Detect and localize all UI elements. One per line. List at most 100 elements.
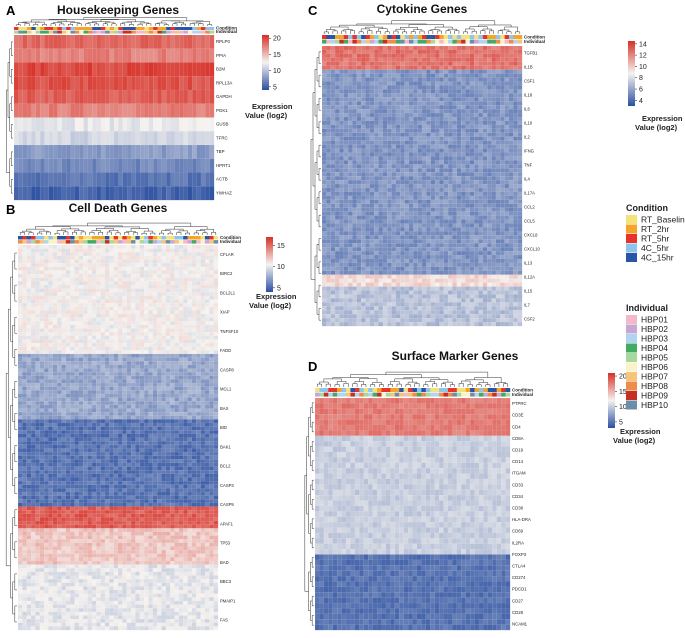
row-label: IL17A (524, 190, 535, 195)
legend-condition-4c-15hr: 4C_15hr (626, 253, 674, 263)
row-label: IL7 (524, 302, 530, 307)
row-label: BAK1 (220, 444, 231, 449)
row-label: CCL2 (524, 204, 535, 209)
row-label: TFRC (216, 135, 228, 140)
row-label: RPLP0 (216, 39, 230, 44)
colorbar-tick-label: 4 (639, 98, 643, 105)
row-label: HPRT1 (216, 163, 231, 168)
row-label: CD38 (512, 506, 524, 511)
legend-individual-hbp08: HBP08 (626, 381, 668, 391)
annotation-label-individual: Individual (216, 29, 237, 34)
colorbar-tick-label: 20 (619, 374, 627, 381)
legend-individual-hbp02: HBP02 (626, 324, 668, 334)
row-label: BAX (220, 406, 229, 411)
row-label: IL2RA (512, 540, 524, 545)
legend-individual-hbp01: HBP01 (626, 315, 668, 325)
row-label: IL6 (524, 106, 530, 111)
colorbar-tick-label: 20 (273, 36, 281, 43)
row-label: APAF1 (220, 521, 234, 526)
row-label: TBP (216, 149, 225, 154)
row-label: CASP9 (220, 502, 234, 507)
panel-label-b: B (6, 202, 15, 217)
panel-title-b: Cell Death Genes (69, 201, 168, 215)
row-label: TGFB1 (524, 50, 538, 55)
row-label: FOXP3 (512, 552, 527, 557)
row-label: ITGAM (512, 471, 526, 476)
row-label: CD274 (512, 575, 526, 580)
colorbar-tick-label: 15 (277, 243, 285, 250)
row-label: BAD (220, 560, 229, 565)
annotation-label-individual: Individual (512, 392, 533, 397)
row-label: IL18 (524, 92, 533, 97)
row-label: CD4 (512, 424, 521, 429)
colorbar-tick-label: 14 (639, 41, 647, 48)
colorbar-tick-label: 6 (639, 87, 643, 94)
colorbar-tick-label: 12 (639, 53, 647, 60)
colorbar-tick-label: 15 (619, 389, 627, 396)
row-label: B2M (216, 67, 225, 72)
row-label: CFLAR (220, 252, 234, 257)
row-label: TP53 (220, 541, 231, 546)
colorbar-tick-label: 10 (273, 68, 281, 75)
row-label: MCL1 (220, 387, 232, 392)
legend-individual-hbp04: HBP04 (626, 343, 668, 353)
row-label: CD34 (512, 494, 524, 499)
row-label: CSF2 (524, 316, 535, 321)
row-label: HLA-DRA (512, 517, 531, 522)
row-label: PTPRC (512, 401, 527, 406)
legend-individual-hbp10: HBP10 (626, 400, 668, 410)
colorbar (628, 41, 635, 106)
row-label: CXCL10 (524, 246, 540, 251)
legend: Condition Individual RT_BaselineRT_2hrRT… (626, 203, 685, 410)
row-label: PPIA (216, 53, 226, 58)
row-label: PDCD1 (512, 587, 527, 592)
colorbar-tick-label: 10 (639, 64, 647, 71)
row-label: TNFSF10 (220, 329, 239, 334)
colorbar-title-c: Expression Value (log2) (635, 114, 683, 132)
row-label: YWHAZ (216, 190, 232, 195)
colorbar-tick-label: 5 (273, 84, 277, 91)
colorbar-tick-label: 5 (277, 285, 281, 292)
legend-individual-hbp07: HBP07 (626, 372, 668, 382)
row-label: CD28 (512, 610, 524, 615)
row-label: RPL13A (216, 80, 232, 85)
annotation-label-condition: Condition (512, 388, 533, 393)
row-label: GUSB (216, 122, 229, 127)
row-label: BID (220, 425, 227, 430)
legend-condition-rt-baseline: RT_Baseline (626, 215, 685, 225)
row-label: CASP3 (220, 483, 234, 488)
row-label: CD3E (512, 413, 524, 418)
colorbar-title-d: Expression Value (log2) (613, 427, 661, 445)
row-label: FAS (220, 618, 228, 623)
legend-condition-title: Condition (626, 203, 668, 213)
row-label: CCL5 (524, 218, 535, 223)
row-label: CD69 (512, 529, 524, 534)
row-label: XIAP (220, 310, 230, 315)
row-label: BCL2 (220, 464, 231, 469)
row-label: NCAM1 (512, 622, 528, 627)
row-label: PMAIP1 (220, 598, 236, 603)
row-label: CTLA4 (512, 564, 526, 569)
row-label: BBC3 (220, 579, 232, 584)
row-label: IL13 (524, 260, 533, 265)
annotation-label-condition: Condition (524, 35, 545, 40)
row-label: IL15 (524, 288, 533, 293)
row-label: CASP8 (220, 367, 234, 372)
row-label: CD8A (512, 436, 524, 441)
row-label: IL12A (524, 274, 535, 279)
annotation-label-condition: Condition (216, 26, 237, 31)
panel-title-d: Surface Marker Genes (392, 349, 519, 363)
colorbar (266, 237, 273, 292)
row-label: IL10 (524, 120, 533, 125)
panel-label-a: A (6, 3, 16, 18)
legend-individual-hbp03: HBP03 (626, 334, 668, 344)
colorbar-tick-label: 8 (639, 75, 643, 82)
colorbar-title-b: Expression Value (log2) (249, 292, 297, 310)
panel-title-c: Cytokine Genes (377, 2, 468, 16)
colorbar (262, 35, 269, 90)
row-label: BCL2L1 (220, 290, 236, 295)
colorbar-title-a: Expression Value (log2) (245, 102, 293, 120)
colorbar-tick-label: 5 (619, 419, 623, 426)
